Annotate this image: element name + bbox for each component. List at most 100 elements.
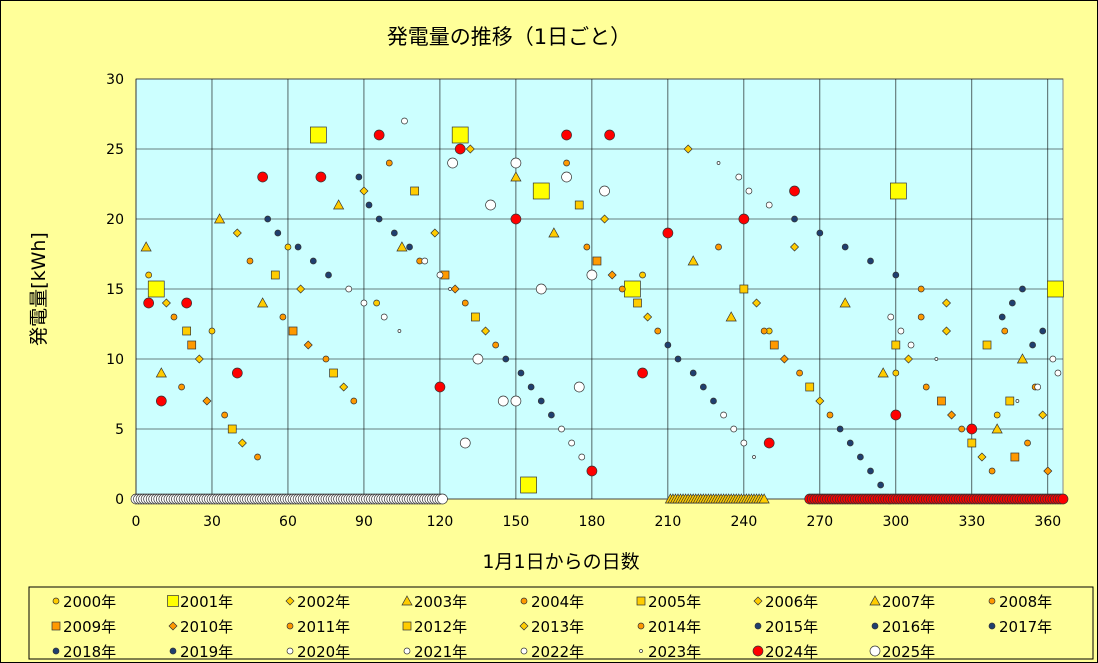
data-point [1034,383,1042,391]
data-point [599,185,610,197]
data-point [430,228,440,238]
data-point [170,313,178,321]
data-point [264,215,272,223]
legend-entry: 2021年 [414,643,467,661]
data-point [662,227,674,239]
legend-entry: 2002年 [297,593,350,611]
data-point [573,381,585,393]
data-point [892,271,900,279]
x-tick-label: 240 [731,514,758,530]
legend-entry: 2023年 [648,643,701,661]
x-tick-label: 90 [355,514,373,530]
data-point [941,326,951,336]
data-point [294,243,302,251]
legend-marker [52,597,60,605]
data-point [937,396,946,406]
data-point [385,159,393,167]
y-tick-label: 15 [106,282,124,298]
data-point [213,213,226,224]
legend-marker [52,647,60,655]
data-point [836,425,844,433]
data-point [789,185,800,197]
data-point [461,299,469,307]
data-point [322,355,330,363]
data-point [421,257,429,265]
data-point [1001,327,1009,335]
data-point [497,395,509,407]
data-point [574,200,584,210]
data-point [492,341,500,349]
data-point [143,297,155,309]
data-point [791,215,798,223]
legend-marker [167,595,179,607]
data-point [1019,285,1026,293]
data-point [145,271,153,279]
legend: 2000年 2001年 2002年 2003年 2004年 2005年 2006年 2007年… [51,593,1052,661]
data-point [558,425,565,433]
legend-entry: 2007年 [882,593,935,611]
data-point [716,161,721,165]
legend-entry: 2013年 [531,618,584,636]
data-point [237,438,247,448]
data-point [309,257,317,265]
legend-marker [402,621,412,631]
data-point [890,182,907,200]
data-point [1008,299,1016,307]
legend-marker [871,622,879,630]
data-point [448,287,452,291]
legend-marker [869,595,881,606]
data-point [699,383,707,391]
data-point [325,271,332,279]
data-point [892,369,900,377]
data-point [406,243,413,251]
data-point [1043,466,1053,476]
legend-marker [168,621,178,631]
data-point [738,213,750,225]
y-tick-label: 10 [106,352,124,368]
x-tick-label: 330 [958,514,985,530]
data-point [510,395,522,407]
data-point [689,369,697,377]
data-point [643,312,653,322]
legend-entry: 2020年 [297,643,350,661]
data-point [877,367,889,378]
data-point [178,383,185,391]
data-point [897,327,905,335]
x-tick-label: 120 [427,514,454,530]
data-point [578,453,586,461]
data-point [246,257,254,265]
x-tick-label: 360 [1034,514,1061,530]
x-tick-label: 0 [132,514,141,530]
data-point [437,493,448,505]
data-point [502,355,510,363]
data-point [988,467,996,475]
data-point [739,284,749,294]
x-tick-label: 270 [806,514,833,530]
data-point [735,173,743,181]
data-point [604,129,615,141]
data-point [257,297,269,308]
legend-marker [988,622,996,630]
data-point [563,159,570,167]
data-point [532,182,550,200]
data-point [303,340,313,350]
legend-entry: 2019年 [180,643,233,661]
x-tick-label: 300 [882,514,909,530]
data-point [465,144,475,154]
data-point [350,397,358,405]
data-point [451,126,469,144]
data-point [991,423,1003,434]
x-tick-label: 180 [579,514,606,530]
data-point [155,367,167,378]
data-point [1047,280,1064,298]
data-point [397,329,402,333]
legend-marker [169,647,177,655]
x-tick-label: 30 [203,514,221,530]
data-point [359,186,369,196]
data-point [373,129,385,141]
data-point [459,437,471,449]
data-point [1010,452,1020,462]
legend-marker [636,596,646,606]
data-point [654,327,662,335]
